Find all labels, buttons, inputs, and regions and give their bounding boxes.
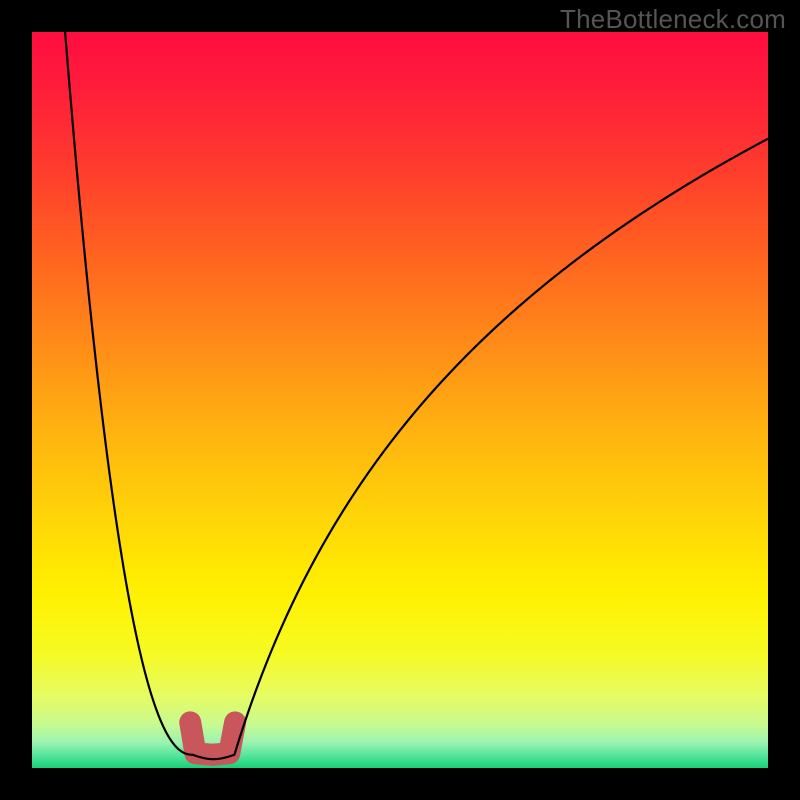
bottleneck-curve-layer bbox=[32, 32, 768, 768]
chart-stage: TheBottleneck.com bbox=[0, 0, 800, 800]
watermark-text: TheBottleneck.com bbox=[560, 4, 786, 35]
trough-marker bbox=[190, 722, 235, 754]
plot-area bbox=[32, 32, 768, 768]
bottleneck-curve bbox=[65, 32, 768, 759]
